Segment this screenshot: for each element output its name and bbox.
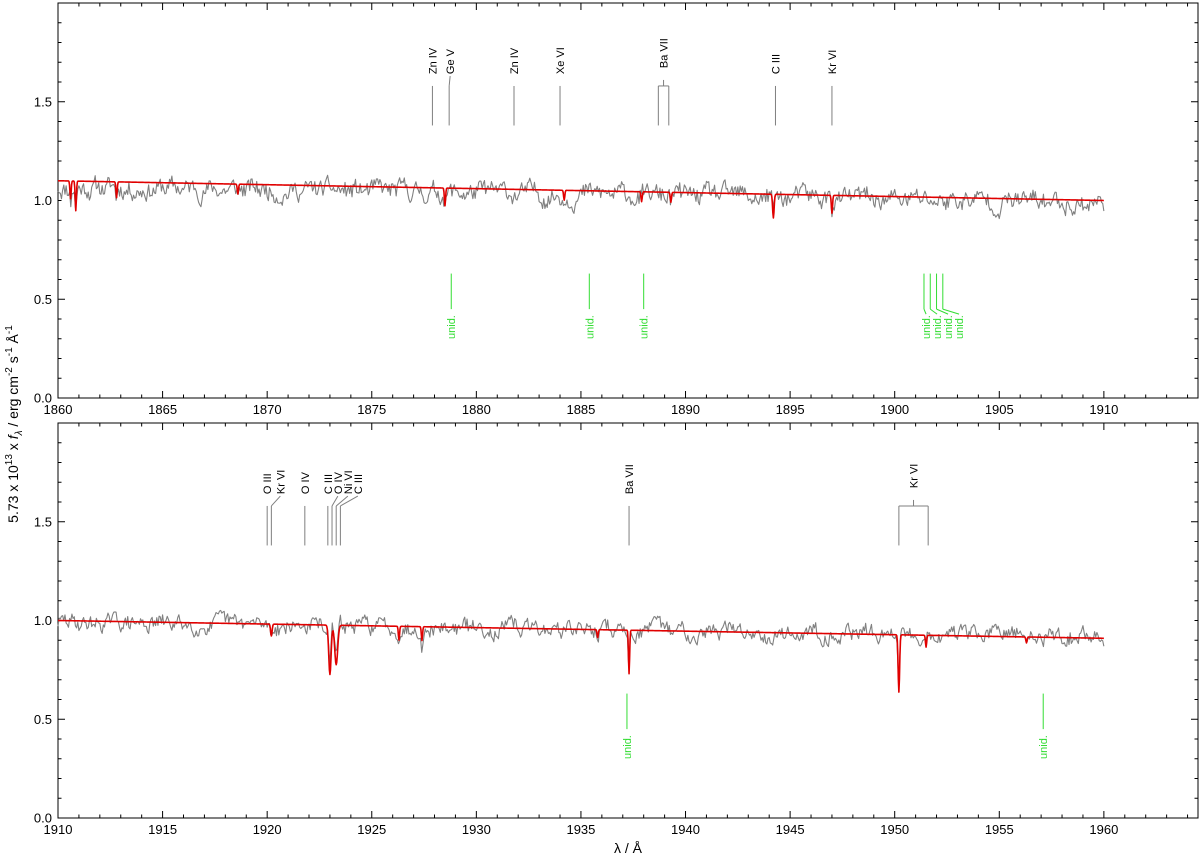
- x-tick-label: 1920: [253, 822, 282, 837]
- y-axis-label: 5.73 x 1013 x fλ / erg cm-2 s-1 Å-1: [4, 325, 25, 523]
- unid-label: unid.: [639, 315, 651, 339]
- x-tick-label: 1870: [253, 402, 282, 417]
- x-tick-label: 1945: [776, 822, 805, 837]
- x-tick-label: 1940: [671, 822, 700, 837]
- x-tick-label: 1925: [357, 822, 386, 837]
- x-tick-label: 1885: [566, 402, 595, 417]
- x-tick-label: 1900: [880, 402, 909, 417]
- unid-label: unid.: [954, 315, 966, 339]
- y-label-exponent: 13: [4, 454, 15, 466]
- x-tick-label: 1905: [985, 402, 1014, 417]
- unid-label: unid.: [1038, 735, 1050, 759]
- ion-label: Zn IV: [509, 47, 521, 74]
- ion-label: Kr VI: [909, 464, 921, 488]
- x-tick-label: 1915: [148, 822, 177, 837]
- unid-label-leader: [942, 308, 960, 315]
- y-label-times: x: [5, 439, 21, 454]
- observed-spectrum-line: [57, 174, 1105, 220]
- ion-label: O III: [262, 473, 274, 494]
- y-tick-label: 0.0: [34, 391, 52, 406]
- ion-label: Ba VII: [624, 464, 636, 494]
- y-label-exponent: -1: [4, 325, 15, 334]
- y-label-units: Å: [5, 333, 21, 347]
- x-tick-label: 1930: [462, 822, 491, 837]
- x-tick-label: 1935: [566, 822, 595, 837]
- ion-label-leader: [270, 495, 281, 507]
- x-tick-label: 1860: [44, 402, 73, 417]
- model-spectrum-line: [57, 619, 1105, 693]
- y-label-units: / erg cm: [5, 376, 21, 430]
- y-tick-label: 1.0: [34, 613, 52, 628]
- panel-top: 1860 1865 1870 1875 1880 1885 1890 1895 1900 1905…: [34, 2, 1199, 417]
- ion-label: Ni VI: [343, 470, 355, 494]
- ion-label: Kr VI: [827, 50, 839, 74]
- observed-spectrum-line: [57, 609, 1105, 675]
- ion-label: O IV: [333, 471, 345, 494]
- unid-label: unid.: [921, 315, 933, 339]
- x-tick-label: 1880: [462, 402, 491, 417]
- ion-label: Zn IV: [427, 47, 439, 74]
- y-tick-label: 1.5: [34, 94, 52, 109]
- ion-label-leader: [335, 495, 349, 507]
- ion-label: O IV: [300, 471, 312, 494]
- unid-label: unid.: [584, 315, 596, 339]
- unid-label: unid.: [943, 315, 955, 339]
- y-label-exponent: -1: [4, 347, 15, 356]
- x-tick-label: 1955: [985, 822, 1014, 837]
- ion-label: C III: [323, 474, 335, 494]
- x-tick-label: 1865: [148, 402, 177, 417]
- ion-label: C III: [353, 474, 365, 494]
- ion-label: Ge V: [445, 48, 457, 74]
- x-tick-label: 1890: [671, 402, 700, 417]
- y-label-flux: f: [5, 433, 21, 439]
- y-label-prefix: 5.73 x 10: [5, 465, 21, 523]
- x-tick-label: 1950: [880, 822, 909, 837]
- panel-bottom: 1910 1915 1920 1925 1930 1935 1940 1945 1950 1955…: [34, 422, 1199, 837]
- y-tick-label: 0.0: [34, 811, 52, 826]
- unid-label: unid.: [622, 735, 634, 759]
- ion-label: Xe VI: [555, 47, 567, 74]
- y-tick-label: 1.0: [34, 193, 52, 208]
- ion-label: Ba VII: [659, 38, 671, 68]
- y-tick-label: 1.5: [34, 514, 52, 529]
- y-tick-label: 0.5: [34, 292, 52, 307]
- x-tick-label: 1910: [44, 822, 73, 837]
- x-tick-label: 1875: [357, 402, 386, 417]
- ion-label-leader: [448, 76, 451, 87]
- y-label-units: s: [5, 356, 21, 367]
- x-axis-label: λ / Å: [614, 840, 643, 856]
- unid-label-leader: [923, 308, 927, 315]
- unid-label: unid.: [446, 315, 458, 339]
- unid-label: unid.: [932, 315, 944, 339]
- ion-label-leader: [331, 495, 339, 507]
- y-tick-label: 0.5: [34, 712, 52, 727]
- unid-label-leader: [936, 308, 949, 315]
- y-label-exponent: -2: [4, 367, 15, 376]
- ion-label-leader: [340, 495, 359, 507]
- x-tick-label: 1895: [776, 402, 805, 417]
- x-tick-label: 1960: [1089, 822, 1118, 837]
- ion-label: C III: [770, 54, 782, 74]
- y-label-subscript: λ: [14, 430, 25, 436]
- ion-label: Kr VI: [275, 470, 287, 494]
- model-spectrum-line: [57, 179, 1105, 219]
- unid-label-leader: [929, 308, 938, 315]
- x-tick-label: 1910: [1089, 402, 1118, 417]
